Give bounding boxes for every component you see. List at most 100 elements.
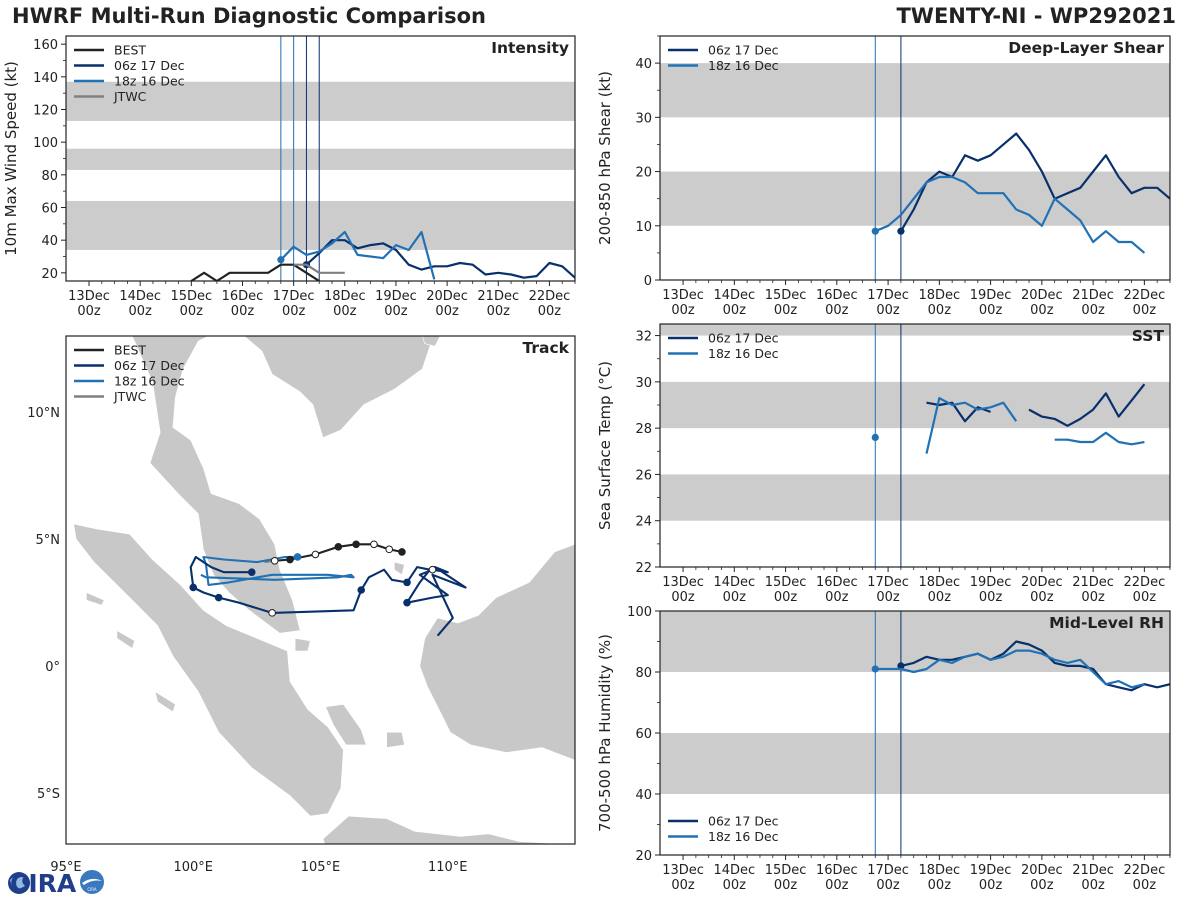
legend-entry: 18z 16 Dec: [708, 829, 779, 844]
y-tick-label: 20: [635, 849, 652, 864]
shaded-band: [660, 63, 1170, 118]
belitung: [386, 731, 405, 748]
sumatra: [73, 523, 344, 817]
lon-label: 105°E: [301, 860, 341, 875]
tracks: [189, 540, 467, 637]
y-tick-label: 60: [635, 727, 652, 742]
panel-title: SST: [1132, 327, 1165, 345]
panel-sst: 22 24 26 28 30 32 13Dec 00z 14Dec 00z 15Dec 00z 16De…: [596, 323, 1171, 605]
siberut: [154, 690, 176, 713]
y-tick-label: 20: [635, 166, 652, 181]
track-point: [189, 583, 198, 592]
x-tick-label: 14Dec 00z: [713, 863, 755, 893]
x-tick-label: 21Dec 00z: [477, 289, 519, 319]
x-tick-label: 16Dec 00z: [816, 575, 858, 605]
track-point: [357, 586, 366, 594]
y-tick-label: 26: [635, 468, 652, 483]
series-06z-17-dec: [899, 132, 1170, 232]
x-tick-label: 19Dec 00z: [970, 575, 1012, 605]
shaded-band: [660, 733, 1170, 794]
track-point: [403, 598, 411, 607]
nias: [116, 630, 136, 649]
series-18z-16-dec: [280, 230, 436, 280]
track-point: [334, 543, 343, 551]
panel-title: Mid-Level RH: [1049, 614, 1164, 632]
y-axis-label: 10m Max Wind Speed (kt): [2, 61, 20, 256]
cira-logo: CIRA CIRA: [8, 869, 104, 898]
track-point: [286, 555, 294, 564]
legend-entry: 06z 17 Dec: [114, 358, 185, 373]
x-tick-label: 21Dec 00z: [1072, 288, 1114, 318]
x-tick-label: 14Dec 00z: [119, 289, 161, 319]
init-marker: [871, 227, 879, 235]
simeulue: [86, 592, 105, 606]
bangka: [325, 703, 367, 746]
track-point: [403, 578, 411, 587]
hainan: [421, 336, 441, 347]
y-axis-label: Sea Surface Temp (°C): [596, 361, 614, 530]
y-tick-label: 100: [627, 605, 652, 620]
track-point: [214, 593, 223, 602]
panel-title: Intensity: [491, 39, 569, 57]
shaded-band: [66, 81, 575, 121]
legend-entry: 18z 16 Dec: [708, 346, 779, 361]
legend-entry: 06z 17 Dec: [708, 331, 779, 346]
track-point: [293, 553, 302, 561]
track-point: [270, 556, 279, 565]
borneo: [419, 543, 575, 761]
legend-entry: BEST: [114, 343, 146, 358]
y-tick-label: 10: [635, 220, 652, 235]
panel-shear: 0 10 20 30 40 13Dec 00z 14Dec 00z 15Dec 00z 16Dec 00…: [596, 35, 1171, 318]
legend-entry: JTWC: [113, 389, 147, 404]
series-best: [190, 263, 320, 281]
x-tick-label: 19Dec 00z: [970, 288, 1012, 318]
x-tick-label: 18Dec 00z: [918, 863, 960, 893]
x-tick-label: 22Dec 00z: [529, 289, 571, 319]
y-tick-label: 32: [635, 330, 652, 345]
x-tick-label: 18Dec 00z: [918, 575, 960, 605]
series-18z-16-dec: [874, 175, 1146, 254]
axes-frame: [659, 35, 1171, 281]
x-tick-label: 21Dec 00z: [1072, 863, 1114, 893]
mainland-indochina-malay-peninsula: [66, 336, 436, 634]
y-axis-label: 200-850 hPa Shear (kt): [596, 71, 614, 245]
legend-entry: 06z 17 Dec: [114, 58, 185, 73]
y-tick-label: 40: [41, 234, 58, 249]
x-tick-label: 18Dec 00z: [918, 288, 960, 318]
legend-entry: 18z 16 Dec: [708, 58, 779, 73]
series-18z-16-dec: [925, 397, 1145, 454]
lon-label: 100°E: [173, 860, 213, 875]
x-tick-label: 14Dec 00z: [713, 575, 755, 605]
series-18z-16-dec: [875, 649, 1145, 689]
track-18z-16-dec: [200, 555, 355, 586]
lat-label: 0°: [45, 660, 60, 675]
x-tick-label: 20Dec 00z: [426, 289, 468, 319]
x-tick-label: 20Dec 00z: [1021, 575, 1063, 605]
y-tick-label: 28: [635, 422, 652, 437]
panel-intensity: 20 40 60 80 100 120 140 160 13Dec 00z 14Dec 00z 15De…: [2, 35, 576, 319]
axes-frame: [65, 335, 576, 845]
track-point: [398, 548, 406, 556]
init-marker: [897, 227, 905, 235]
track-point: [428, 565, 437, 574]
x-tick-label: 13Dec 00z: [662, 863, 704, 893]
track-point: [247, 568, 256, 577]
x-tick-label: 18Dec 00z: [324, 289, 366, 319]
track-point: [370, 540, 378, 549]
x-tick-label: 22Dec 00z: [1124, 863, 1166, 893]
track-point: [311, 550, 320, 559]
legend-entry: 06z 17 Dec: [708, 43, 779, 58]
x-tick-label: 15Dec 00z: [765, 288, 807, 318]
natuna: [394, 561, 405, 576]
y-tick-label: 30: [635, 111, 652, 126]
panel-title: Deep-Layer Shear: [1008, 39, 1164, 57]
plot-area: [871, 383, 1146, 454]
panel-rh: 20 40 60 80 100 13Dec 00z 14Dec 00z 15Dec 00z 16Dec…: [596, 605, 1171, 893]
y-tick-label: 80: [635, 666, 652, 681]
shaded-band: [660, 474, 1170, 521]
axes-frame: [659, 323, 1171, 568]
y-tick-label: 20: [41, 267, 58, 282]
